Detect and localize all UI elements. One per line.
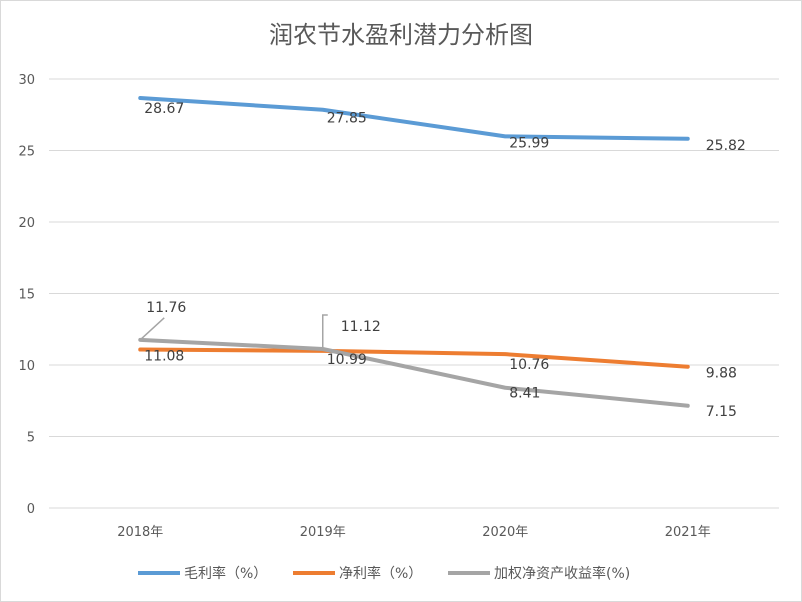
x-tick-label: 2019年 xyxy=(300,525,346,540)
y-tick-label: 0 xyxy=(27,502,35,517)
series-lines xyxy=(138,96,690,408)
data-label: 28.67 xyxy=(144,101,184,117)
data-label: 11.08 xyxy=(144,349,184,365)
legend-label: 毛利率（%） xyxy=(184,565,267,582)
chart-title: 润农节水盈利潜力分析图 xyxy=(269,21,533,49)
x-tick-label: 2021年 xyxy=(665,525,711,540)
data-label: 8.41 xyxy=(509,386,540,402)
y-axis: 0 5 10 15 20 25 30 xyxy=(18,73,35,517)
label-leader-line xyxy=(139,317,165,341)
data-labels: 28.67 27.85 25.99 25.82 11.08 10.99 10.76 9.88 1… xyxy=(144,101,746,420)
y-tick-label: 15 xyxy=(18,288,35,303)
gridlines xyxy=(49,78,779,509)
data-label: 25.99 xyxy=(509,135,549,151)
y-tick-label: 10 xyxy=(18,359,35,374)
series-line-0 xyxy=(138,96,690,141)
data-label: 11.12 xyxy=(341,319,381,335)
data-label: 7.15 xyxy=(706,404,737,420)
data-label: 25.82 xyxy=(706,138,746,154)
data-label: 9.88 xyxy=(706,366,737,382)
data-label: 10.76 xyxy=(509,357,549,373)
y-tick-label: 30 xyxy=(18,73,35,88)
series-line-2 xyxy=(138,337,690,408)
legend: 毛利率（%） 净利率（%） 加权净资产收益率(%) xyxy=(138,565,630,582)
y-tick-label: 5 xyxy=(27,431,35,446)
x-tick-label: 2020年 xyxy=(482,525,528,540)
label-leader-line xyxy=(322,314,328,349)
legend-label: 净利率（%） xyxy=(339,565,422,582)
legend-label: 加权净资产收益率(%) xyxy=(494,565,630,582)
y-tick-label: 20 xyxy=(18,216,35,231)
data-label: 11.76 xyxy=(146,300,186,316)
leader-lines xyxy=(139,314,328,349)
y-tick-label: 25 xyxy=(18,145,35,160)
series-line-1 xyxy=(138,347,690,369)
x-tick-label: 2018年 xyxy=(117,525,163,540)
x-axis: 2018年 2019年 2020年 2021年 xyxy=(117,525,711,540)
data-label: 10.99 xyxy=(327,352,367,368)
data-label: 27.85 xyxy=(327,111,367,127)
